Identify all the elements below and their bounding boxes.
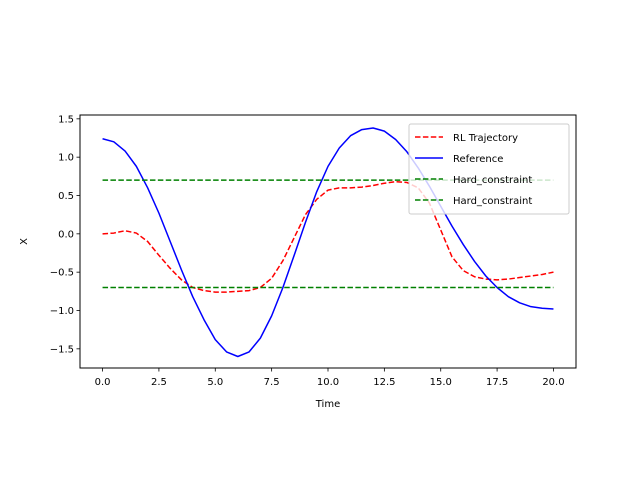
x-tick-label: 10.0 (317, 377, 339, 388)
x-tick-label: 0.0 (95, 377, 111, 388)
y-tick-label: 1.0 (58, 153, 74, 164)
x-tick-label: 20.0 (542, 377, 564, 388)
x-tick-label: 5.0 (207, 377, 223, 388)
x-tick-label: 2.5 (151, 377, 167, 388)
legend-label: RL Trajectory (453, 133, 518, 144)
series-line-0 (102, 180, 554, 293)
y-tick-label: −1.0 (50, 306, 74, 317)
y-axis-label: X (19, 238, 30, 245)
y-tick-label: 0.5 (58, 191, 74, 202)
legend-label: Reference (453, 154, 503, 165)
legend-label: Hard_constraint (453, 175, 532, 186)
x-axis-label: Time (315, 399, 340, 410)
x-tick-label: 17.5 (486, 377, 508, 388)
y-tick-label: 1.5 (58, 114, 74, 125)
y-axis: −1.5 −1.0 −0.5 0.0 0.5 1.0 1.5 (50, 114, 80, 355)
x-tick-label: 12.5 (373, 377, 395, 388)
y-tick-label: 0.0 (58, 229, 74, 240)
x-tick-label: 15.0 (430, 377, 452, 388)
legend-frame (408, 123, 570, 215)
y-tick-label: −0.5 (50, 268, 74, 279)
y-tick-label: −1.5 (50, 344, 74, 355)
series-line-1 (102, 127, 554, 358)
x-tick-label: 7.5 (264, 377, 280, 388)
legend-label: Hard_constraint (453, 196, 532, 207)
legend: RL Trajectory Reference Hard_constraint Har… (408, 123, 570, 215)
x-axis: 0.0 2.5 5.0 7.5 10.0 12.5 15.0 17.5 20.0 (95, 368, 565, 388)
